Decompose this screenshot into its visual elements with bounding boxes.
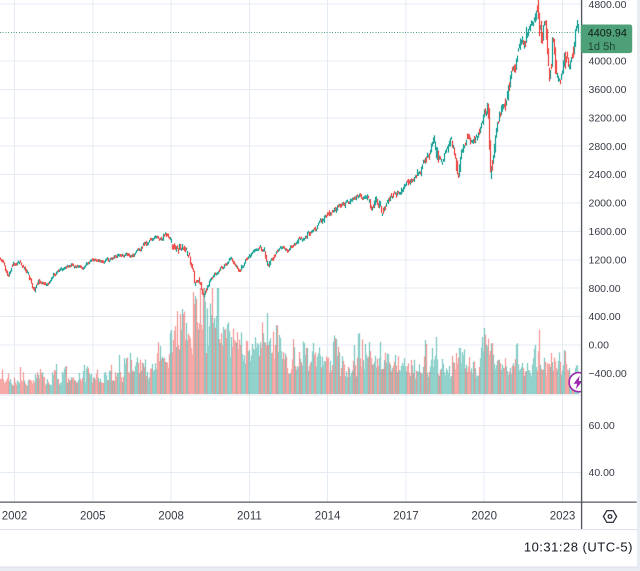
- svg-text:60.00: 60.00: [589, 420, 615, 432]
- svg-text:2020: 2020: [471, 511, 497, 523]
- svg-text:2023: 2023: [550, 511, 576, 523]
- svg-text:2008: 2008: [158, 511, 184, 523]
- svg-text:4800.00: 4800.00: [589, 0, 627, 11]
- svg-text:2011: 2011: [237, 511, 262, 523]
- svg-text:10:31:28 (UTC-5): 10:31:28 (UTC-5): [524, 540, 633, 555]
- svg-text:4000.00: 4000.00: [589, 56, 627, 68]
- svg-text:2400.00: 2400.00: [589, 169, 627, 181]
- svg-text:0.00: 0.00: [589, 340, 610, 352]
- svg-text:800.00: 800.00: [589, 283, 621, 295]
- svg-text:1200.00: 1200.00: [589, 254, 627, 266]
- svg-text:2005: 2005: [80, 511, 106, 523]
- svg-text:3600.00: 3600.00: [589, 84, 627, 96]
- svg-text:2017: 2017: [393, 511, 419, 523]
- svg-text:2002: 2002: [2, 511, 28, 523]
- svg-text:1600.00: 1600.00: [589, 226, 627, 238]
- svg-text:−400.00: −400.00: [589, 368, 627, 380]
- svg-text:1d 5h: 1d 5h: [588, 41, 616, 53]
- svg-text:400.00: 400.00: [589, 311, 621, 323]
- svg-text:40.00: 40.00: [589, 467, 615, 479]
- svg-text:2800.00: 2800.00: [589, 141, 627, 153]
- svg-text:3200.00: 3200.00: [589, 112, 627, 124]
- svg-text:4409.94: 4409.94: [588, 28, 627, 40]
- svg-text:2014: 2014: [315, 511, 341, 523]
- svg-text:2000.00: 2000.00: [589, 198, 627, 210]
